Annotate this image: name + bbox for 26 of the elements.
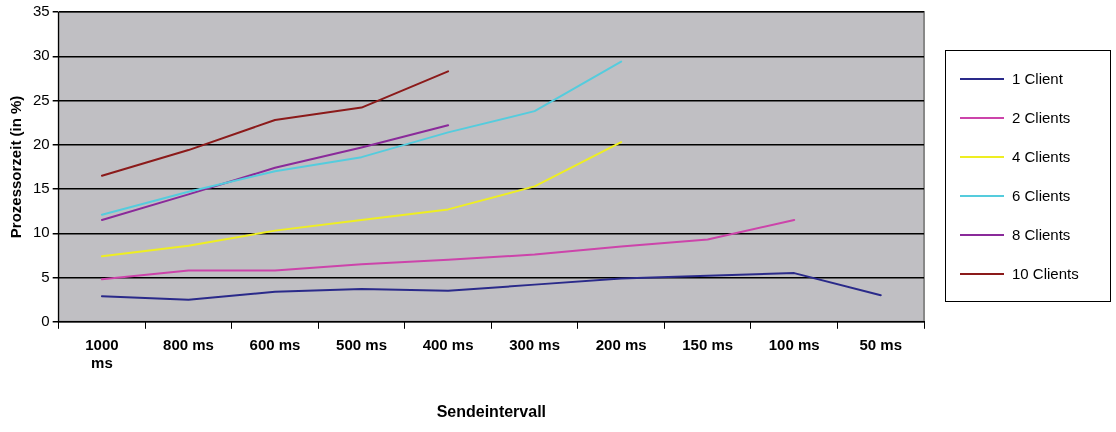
- y-tick-label: 20: [33, 134, 50, 152]
- x-tick-label: 50 ms: [859, 335, 903, 353]
- x-tick-label: 1000 ms: [85, 335, 119, 371]
- x-tick-label: 400 ms: [422, 335, 474, 353]
- y-tick-label: 25: [33, 90, 50, 108]
- x-tick-label: 500 ms: [336, 335, 387, 353]
- y-tick-label: 0: [41, 311, 50, 329]
- x-tick-label: 300 ms: [509, 335, 561, 353]
- x-tick-label: 800 ms: [163, 335, 214, 353]
- legend-label: 6 Clients: [1012, 187, 1071, 204]
- x-tick-label: 600 ms: [249, 335, 301, 353]
- x-axis-title: Sendeintervall: [436, 402, 547, 420]
- legend-label: 4 Clients: [1012, 148, 1071, 165]
- y-tick-label: 10: [33, 223, 50, 241]
- y-tick-label: 5: [41, 267, 50, 285]
- legend-label: 10 Clients: [1012, 265, 1079, 282]
- y-axis-title: Prozessorzeit (in %): [7, 95, 25, 239]
- y-tick-label: 30: [33, 46, 50, 64]
- legend-label: 8 Clients: [1012, 226, 1071, 243]
- x-tick-label: 200 ms: [595, 335, 647, 353]
- legend-label: 1 Client: [1012, 70, 1063, 87]
- x-tick-label: 150 ms: [682, 335, 734, 353]
- y-tick-label: 15: [33, 179, 50, 197]
- legend-label: 2 Clients: [1012, 109, 1071, 126]
- y-tick-label: 35: [33, 2, 50, 20]
- x-tick-label: 100 ms: [768, 335, 820, 353]
